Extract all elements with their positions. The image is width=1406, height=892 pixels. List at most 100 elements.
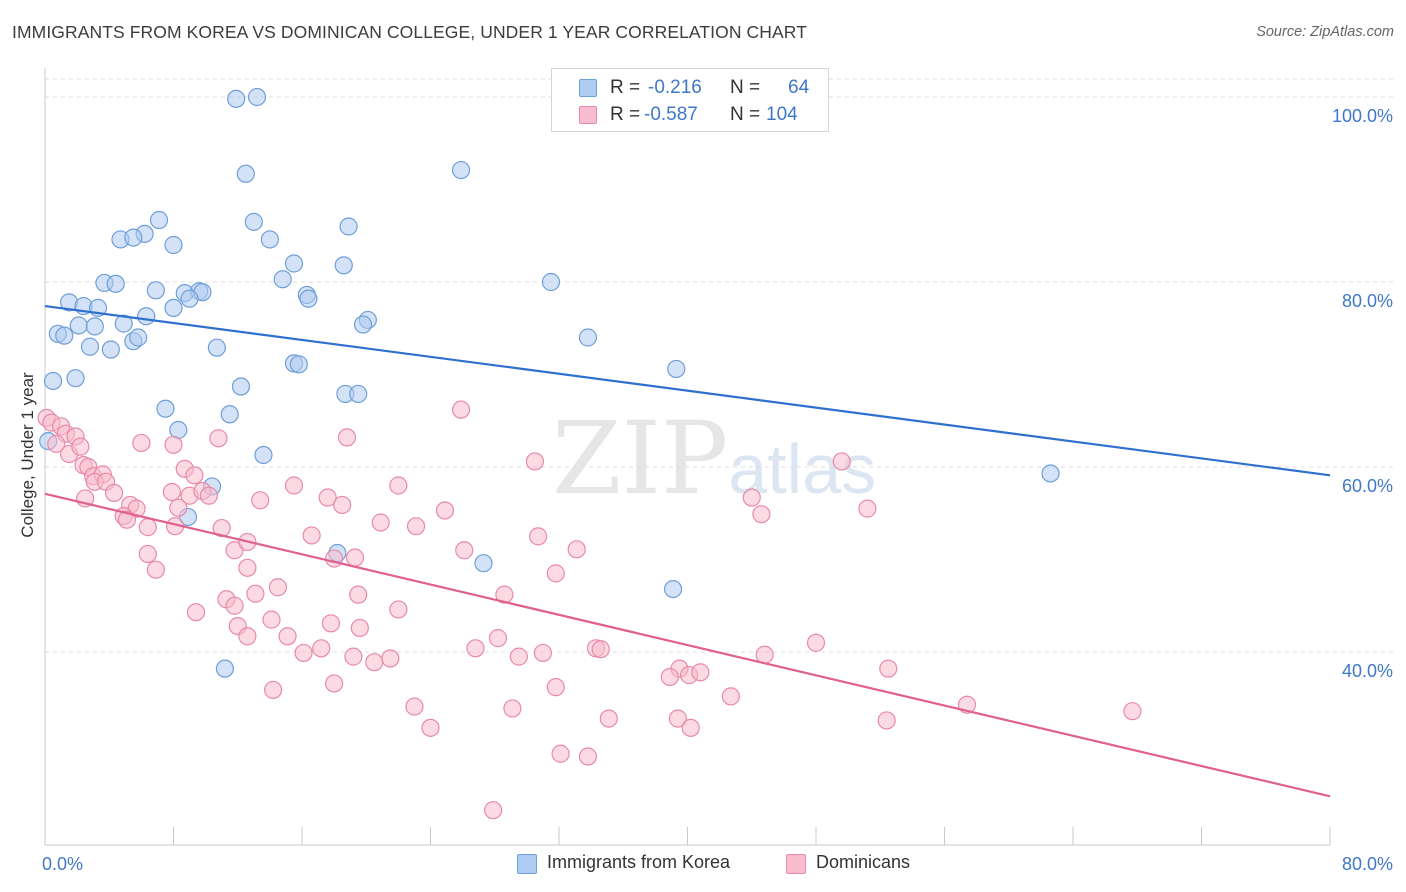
korea-point — [299, 289, 318, 308]
korea-n-label: N = — [730, 77, 761, 98]
dominican-point — [681, 718, 700, 737]
dominican-r-label: R = — [610, 104, 641, 125]
korea-point — [247, 87, 267, 107]
korea-point — [541, 272, 561, 292]
dominican-point — [325, 674, 344, 693]
korea-point — [451, 160, 471, 180]
dominican-point — [294, 643, 313, 663]
dominican-point — [350, 618, 369, 638]
dominican-point — [225, 596, 244, 615]
dominican-point — [832, 452, 851, 471]
correlation-legend: R = -0.216 N = 64 R = -0.587 N = 104 — [551, 68, 829, 132]
dominican-point — [567, 540, 586, 559]
dominican-swatch — [579, 106, 597, 124]
korea-point — [227, 89, 246, 108]
dominican-point — [185, 466, 204, 485]
dominican-point — [337, 428, 357, 447]
dominican-point — [47, 434, 66, 453]
dominican-point — [721, 687, 740, 706]
korea-point — [66, 369, 85, 388]
dominican-point — [278, 627, 297, 646]
bottom-korea-swatch — [517, 854, 537, 874]
dominican-point — [225, 541, 244, 560]
korea-point — [164, 298, 183, 317]
dominican-point — [742, 488, 761, 507]
dominican-point — [451, 400, 471, 419]
dominican-point — [421, 718, 440, 737]
dominican-point — [691, 663, 710, 682]
korea-point — [146, 281, 165, 300]
korea-point — [80, 337, 100, 356]
dominican-point — [488, 629, 508, 648]
dominican-point — [284, 476, 304, 495]
dominican-point — [406, 517, 426, 536]
dominican-point — [349, 585, 368, 604]
dominican-point — [169, 498, 188, 517]
korea-point — [334, 256, 353, 275]
korea-point — [254, 445, 273, 465]
dominican-point — [312, 639, 331, 658]
korea-point — [474, 554, 493, 573]
korea-point — [164, 235, 183, 255]
dominican-point — [238, 558, 257, 577]
korea-point — [663, 579, 683, 599]
dominican-point — [466, 639, 485, 658]
dominican-point — [251, 491, 270, 510]
dominican-trend-line — [44, 492, 1331, 798]
dominican-point — [325, 549, 344, 568]
korea-point — [244, 212, 263, 231]
korea-point — [349, 384, 368, 404]
korea-point — [114, 314, 133, 333]
korea-point — [220, 405, 239, 424]
y-tick-label: 40.0% — [1342, 661, 1393, 681]
dominican-point — [660, 667, 679, 687]
dominican-point — [268, 578, 288, 597]
dominican-point — [162, 482, 181, 502]
dominican-point — [371, 513, 390, 532]
dominican-point — [302, 526, 321, 545]
dominican-point — [389, 600, 408, 619]
dominican-point — [212, 518, 231, 538]
korea-point — [129, 328, 148, 347]
bottom-dominican-label: Dominicans — [816, 852, 911, 872]
korea-point — [85, 317, 104, 336]
dominican-point — [146, 560, 165, 579]
dominican-point — [533, 643, 553, 663]
dominican-point — [71, 437, 90, 456]
korea-r-label: R = — [610, 77, 641, 98]
dominican-point — [238, 627, 257, 646]
dominican-point — [345, 548, 365, 567]
korea-point — [578, 328, 598, 347]
dominican-point — [879, 659, 898, 678]
dominican-point — [503, 699, 522, 718]
y-tick-label: 80.0% — [1342, 291, 1393, 311]
dominican-point — [104, 483, 124, 502]
dominican-point — [365, 653, 384, 672]
korea-point — [69, 316, 88, 335]
korea-point — [231, 377, 251, 396]
dominican-point — [117, 510, 137, 529]
bottom-dominican-swatch — [786, 854, 806, 874]
y-axis-title: College, Under 1 year — [18, 372, 37, 538]
korea-point — [353, 315, 373, 334]
dominican-point — [877, 711, 896, 730]
korea-point — [124, 228, 143, 247]
trend-lines — [44, 304, 1331, 798]
dominican-r-value: -0.587 — [644, 104, 698, 125]
korea-point — [289, 355, 308, 374]
chart-title: IMMIGRANTS FROM KOREA VS DOMINICAN COLLE… — [12, 22, 808, 42]
dominican-point — [546, 678, 565, 697]
korea-point — [207, 338, 226, 357]
dominican-point — [1123, 702, 1142, 721]
dominican-point — [578, 747, 598, 766]
legend-row-korea: R = -0.216 N = 64 — [552, 75, 828, 101]
korea-point — [149, 210, 169, 230]
korea-point — [55, 326, 74, 345]
legend-row-dominican: R = -0.587 N = 104 — [552, 102, 828, 128]
source-label: Source: ZipAtlas.com — [1256, 24, 1394, 40]
korea-point — [215, 659, 234, 678]
korea-swatch — [579, 79, 597, 97]
korea-point — [180, 289, 199, 308]
dominican-point — [318, 488, 337, 507]
